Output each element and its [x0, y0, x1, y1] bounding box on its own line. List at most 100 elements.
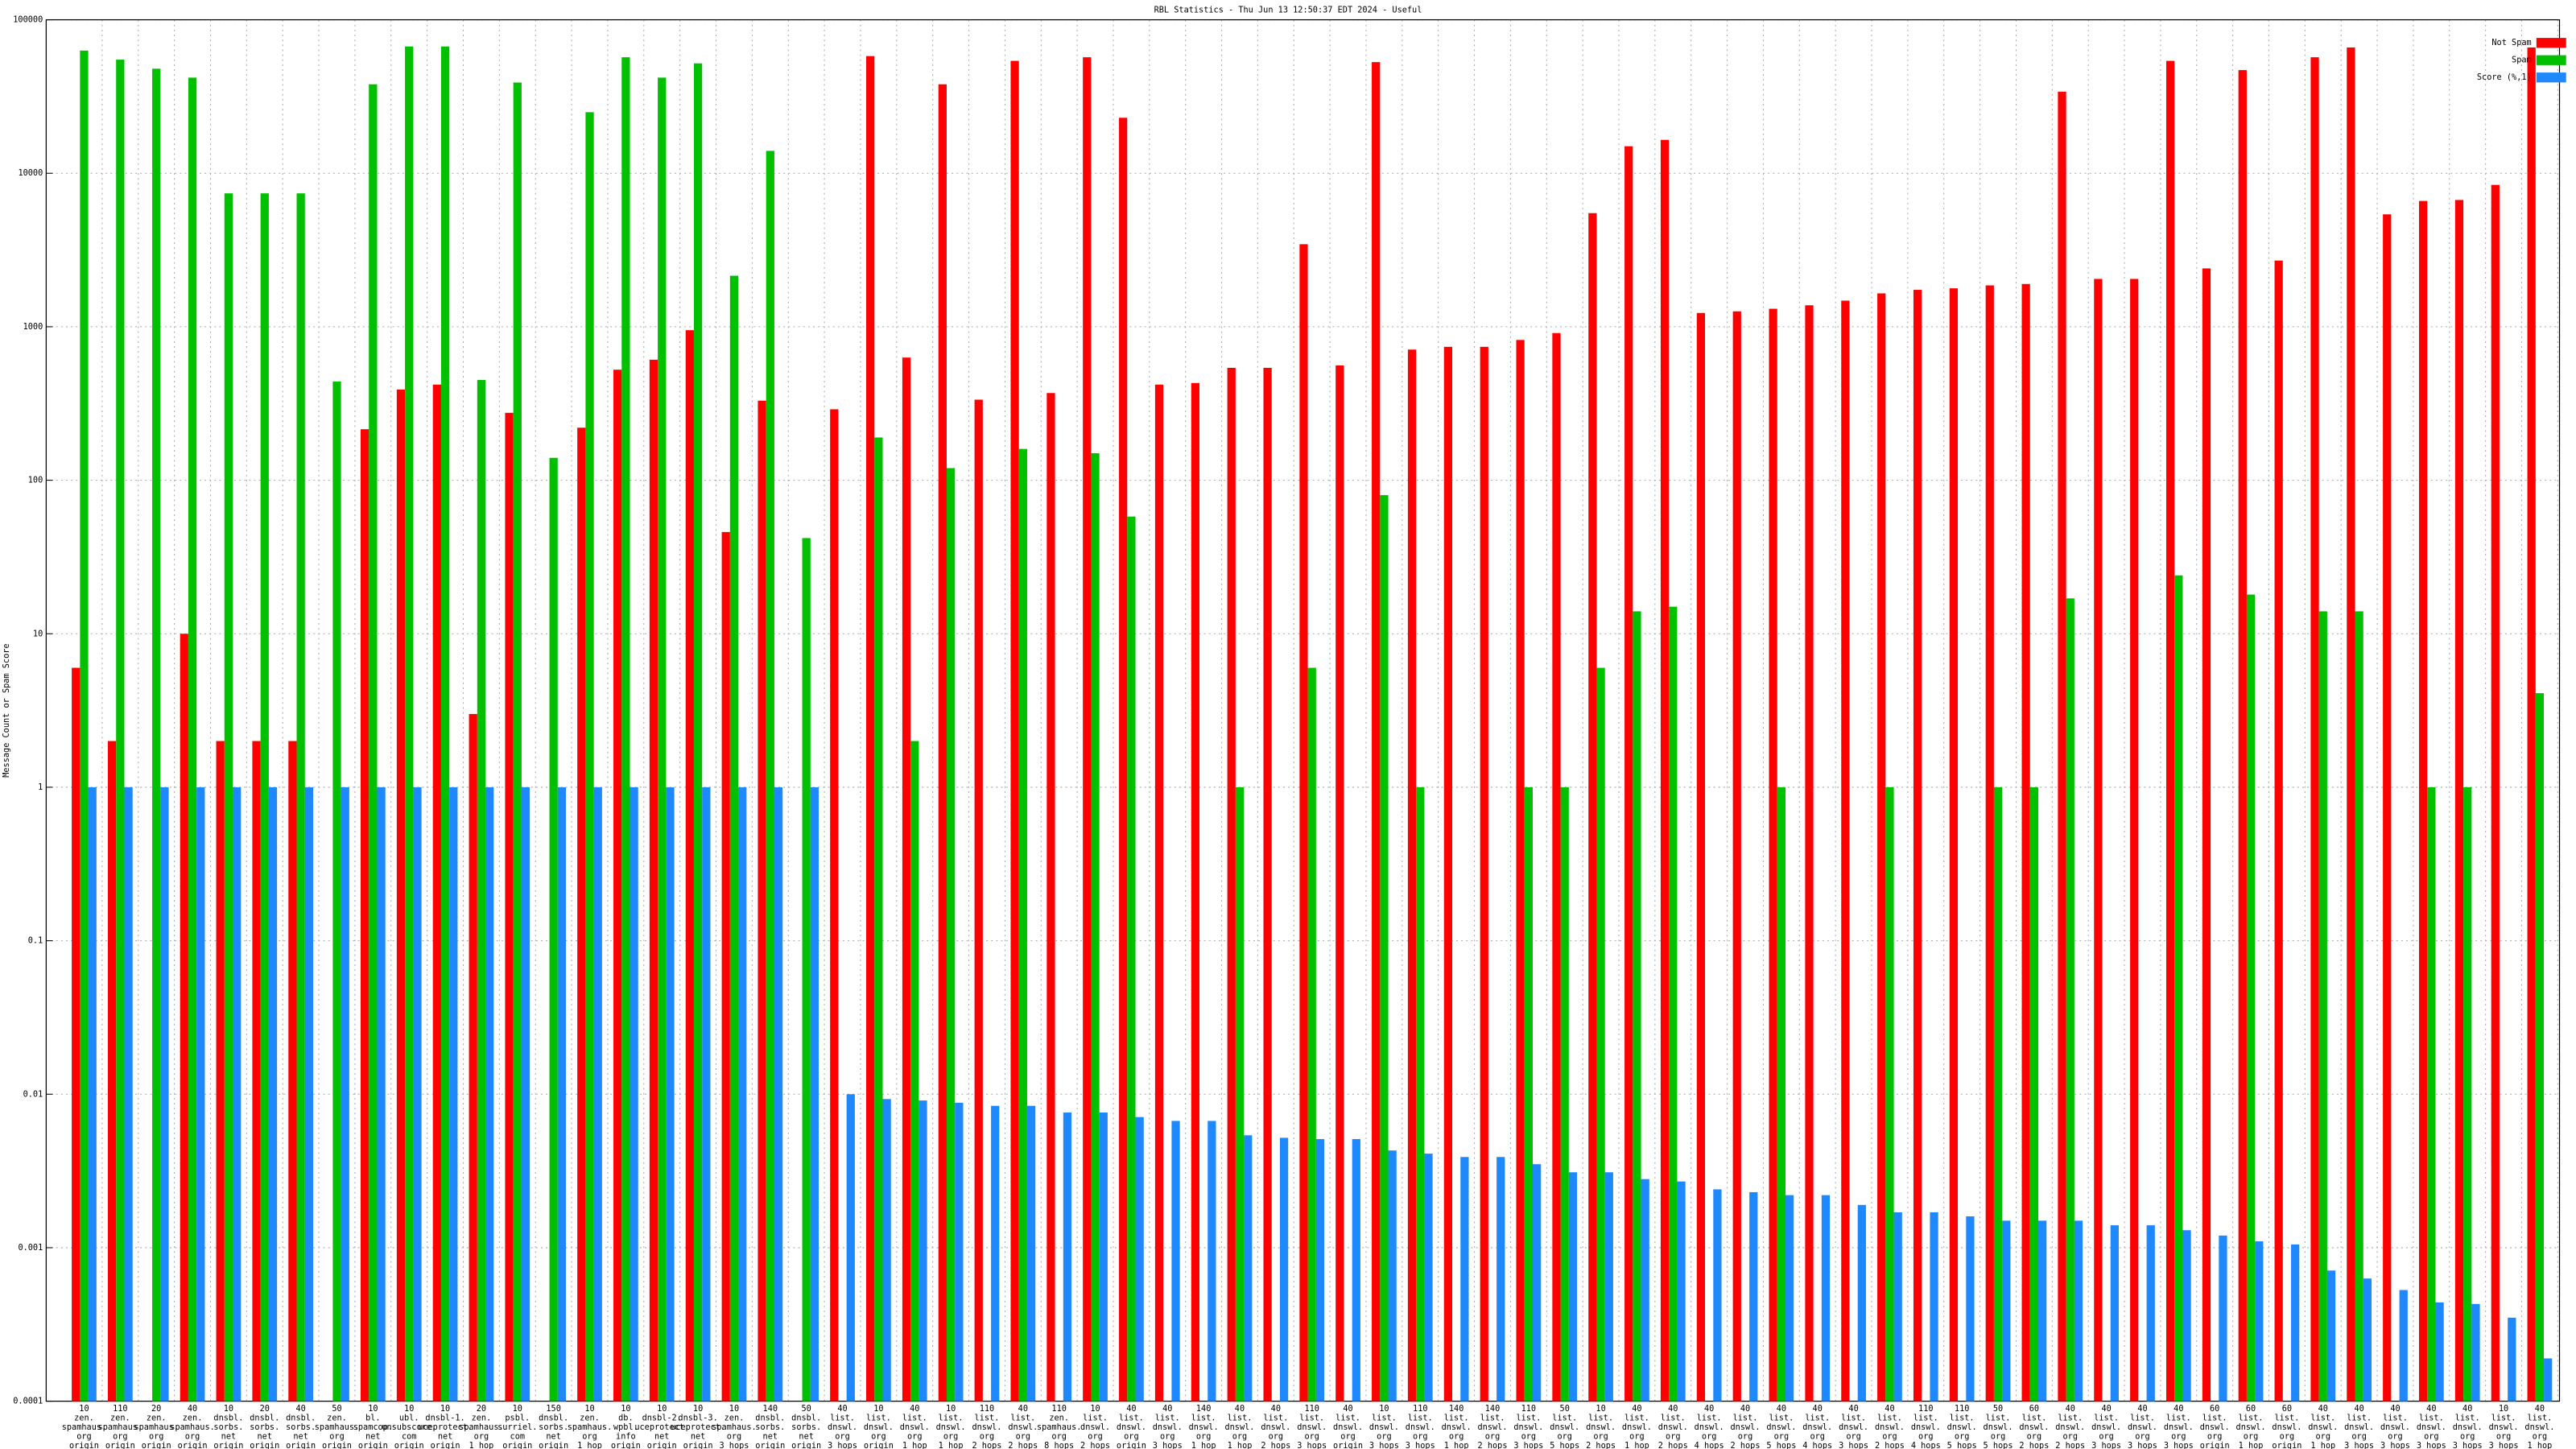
- x-tick-label-line: dnswl.: [1333, 1422, 1363, 1432]
- bar: [1777, 786, 1786, 1402]
- x-tick-label: 110 list. dnswl. org 3 hops: [1513, 1404, 1543, 1449]
- x-tick-label-line: org: [943, 1431, 959, 1441]
- x-tick-label: 40 list. dnswl. org 3 hops: [828, 1404, 857, 1449]
- x-tick-label-line: org: [1340, 1431, 1356, 1441]
- x-tick-label-line: 2 hops: [1478, 1441, 1508, 1449]
- x-tick-label-line: 3 hops: [2091, 1441, 2121, 1449]
- x-tick-label-line: org: [1991, 1431, 2006, 1441]
- x-tick-label-line: dnswl.: [1189, 1422, 1219, 1432]
- x-tick-label-line: dnswl.: [1911, 1422, 1941, 1432]
- bar: [2255, 1241, 2264, 1402]
- x-tick-label-line: origin: [142, 1441, 171, 1449]
- x-tick-label-line: 50: [802, 1404, 811, 1414]
- x-tick-label-line: 110: [1918, 1404, 1934, 1414]
- bar: [2021, 283, 2030, 1402]
- bar: [758, 400, 766, 1402]
- x-tick-label-line: sorbs.: [250, 1422, 279, 1432]
- x-tick-label-line: org: [2460, 1431, 2475, 1441]
- legend-label: Score (%,1): [2477, 72, 2532, 82]
- bar: [2038, 1220, 2047, 1402]
- x-tick-label-line: org: [1593, 1431, 1608, 1441]
- x-tick-label-line: list.: [2310, 1413, 2335, 1422]
- bar: [557, 786, 567, 1402]
- x-tick-label-line: org: [1232, 1431, 1248, 1441]
- x-tick-label-line: 3 hops: [1153, 1441, 1183, 1449]
- x-tick-label-line: list.: [1733, 1413, 1758, 1422]
- x-tick-label-line: list.: [1335, 1413, 1360, 1422]
- bar: [1669, 606, 1678, 1402]
- bar: [1885, 786, 1894, 1402]
- bar: [152, 68, 161, 1402]
- x-tick-label: 140 dnsbl. sorbs. net origin: [755, 1404, 785, 1449]
- x-tick-label: 10 zen. spamhaus. org origin: [62, 1404, 106, 1449]
- x-tick-label-line: dnswl.: [1947, 1422, 1977, 1432]
- x-tick-label: 50 list. dnswl. org 5 hops: [1550, 1404, 1579, 1449]
- x-tick-label: 10 list. dnswl. org 2 hops: [1080, 1404, 1110, 1449]
- x-tick-label-line: org: [980, 1431, 995, 1441]
- x-tick-label: 40 list. dnswl. org 5 hops: [1766, 1404, 1796, 1449]
- x-tick-label-line: list.: [1228, 1413, 1253, 1422]
- x-tick-label-line: sorbs.: [755, 1422, 785, 1432]
- x-tick-label-line: org: [1160, 1431, 1175, 1441]
- x-tick-label-line: 3 hops: [1369, 1441, 1399, 1449]
- x-tick-label-line: list.: [1299, 1413, 1324, 1422]
- x-tick-label: 40 list. dnswl. org 1 hop: [1622, 1404, 1652, 1449]
- x-tick-label-line: dnswl.: [1731, 1422, 1761, 1432]
- bar: [866, 56, 875, 1402]
- x-tick-label-line: dnsbl-2.: [642, 1413, 682, 1422]
- x-tick-label-line: dnswl.: [1802, 1422, 1832, 1432]
- x-tick-label-line: list.: [1588, 1413, 1613, 1422]
- x-tick-label: 40 list. dnswl. org 1 hop: [900, 1404, 930, 1449]
- bar: [882, 1099, 891, 1402]
- bar: [116, 60, 125, 1402]
- x-tick-label-line: list.: [2058, 1413, 2083, 1422]
- bar: [1985, 285, 1994, 1402]
- bar: [1841, 300, 1850, 1402]
- bar: [1299, 244, 1308, 1402]
- x-tick-label-line: 10: [404, 1404, 414, 1414]
- x-tick-label-line: org: [1955, 1431, 1970, 1441]
- x-tick-label: 40 list. dnswl. org 2 hops: [1875, 1404, 1905, 1449]
- x-tick-label: 40 list. dnswl. org 2 hops: [1731, 1404, 1761, 1449]
- bar: [1949, 288, 1959, 1402]
- bar: [449, 786, 458, 1402]
- bar: [469, 713, 477, 1402]
- bar: [513, 82, 522, 1402]
- bar: [830, 409, 839, 1402]
- x-tick-label-line: 2 hops: [1658, 1441, 1688, 1449]
- x-tick-label-line: dnswl.: [900, 1422, 930, 1432]
- x-tick-label-line: origin: [322, 1441, 352, 1449]
- x-tick-label-line: dnswl.: [2453, 1422, 2483, 1432]
- x-tick-label: 10 list. dnswl. org 2 hops: [1586, 1404, 1616, 1449]
- x-tick-label-line: list.: [1552, 1413, 1577, 1422]
- x-tick-label-line: spamcop.: [353, 1422, 393, 1432]
- x-tick-label-line: 3 hops: [1513, 1441, 1543, 1449]
- x-tick-label-line: dnswl.: [1550, 1422, 1579, 1432]
- bar: [160, 786, 169, 1402]
- bar: [2454, 200, 2464, 1402]
- x-tick-label-line: 1 hop: [1191, 1441, 1216, 1449]
- bar: [1568, 1172, 1578, 1402]
- x-tick-label: 140 list. dnswl. org 1 hop: [1442, 1404, 1472, 1449]
- x-tick-label: 60 list. dnswl. org origin: [2200, 1404, 2230, 1449]
- x-tick-label-line: 60: [2246, 1404, 2256, 1414]
- bar: [1018, 448, 1027, 1402]
- x-tick-label-line: 2 hops: [2055, 1441, 2085, 1449]
- x-tick-label-line: dnswl.: [1117, 1422, 1146, 1432]
- x-tick-label: 40 list. dnswl. org 1 hop: [2524, 1404, 2554, 1449]
- bar: [1135, 1117, 1144, 1402]
- x-tick-label-line: org: [1810, 1431, 1825, 1441]
- x-tick-label-line: unsubscore.: [382, 1422, 436, 1432]
- x-tick-label-line: list.: [2202, 1413, 2227, 1422]
- x-tick-label-line: 10: [693, 1404, 703, 1414]
- x-tick-label-line: origin: [502, 1441, 532, 1449]
- x-tick-label-line: org: [1629, 1431, 1645, 1441]
- x-tick-label-line: 2 hops: [1080, 1441, 1110, 1449]
- x-tick-label-line: list.: [1119, 1413, 1144, 1422]
- bar: [1443, 346, 1453, 1402]
- x-tick-label-line: origin: [250, 1441, 279, 1449]
- bar: [1785, 1195, 1794, 1402]
- bar: [621, 57, 630, 1402]
- x-tick-label-line: 40: [1018, 1404, 1028, 1414]
- x-tick-label-line: org: [1521, 1431, 1537, 1441]
